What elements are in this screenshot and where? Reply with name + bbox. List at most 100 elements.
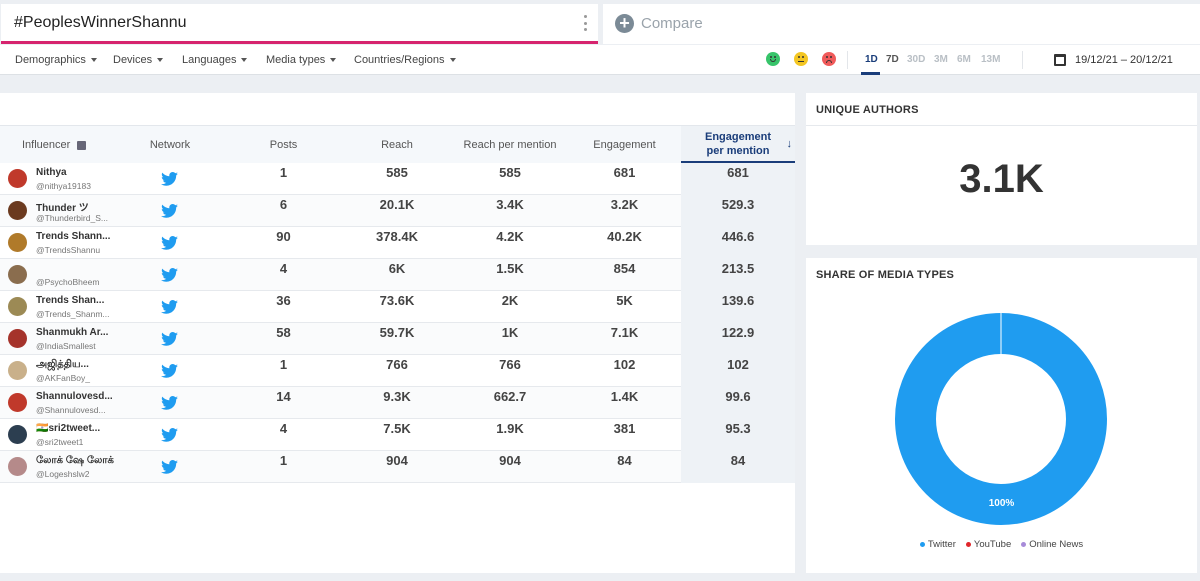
table-row[interactable]: Shannulovesd... @Shannulovesd... 14 9.3K 662… — [0, 387, 795, 419]
filter-languages[interactable]: Languages — [182, 54, 248, 66]
sorted-column-bg — [681, 163, 795, 195]
column-header-reach[interactable]: Reach — [381, 139, 413, 151]
reach-cell: 20.1K — [379, 197, 415, 212]
column-header-network[interactable]: Network — [149, 139, 191, 151]
influencer-handle[interactable]: @TrendsShannu — [36, 245, 101, 255]
table-row[interactable]: Trends Shann... @TrendsShannu 90 378.4K 4.2K… — [0, 227, 795, 259]
influencer-name[interactable]: லோக் ஷே லோக் — [36, 455, 114, 466]
compare-label[interactable]: Compare — [641, 15, 703, 32]
range-7d[interactable]: 7D — [886, 54, 899, 65]
avatar[interactable] — [8, 265, 27, 284]
influencer-handle[interactable]: @PsychoBheem — [36, 277, 100, 287]
table-header: Influencer Network Posts Reach Reach per… — [0, 125, 795, 164]
reach-cell: 7.5K — [383, 421, 411, 436]
reach-per-mention-cell: 2K — [501, 293, 519, 308]
influencer-name[interactable]: அஜித்திய... — [36, 359, 89, 370]
engagement-cell: 854 — [613, 261, 636, 276]
influencer-name[interactable]: Trends Shan... — [36, 295, 105, 306]
influencer-name[interactable]: Thunder ツ — [36, 203, 89, 214]
influencer-handle[interactable]: @Shannulovesd... — [36, 405, 106, 415]
influencer-name[interactable]: Trends Shann... — [36, 231, 111, 242]
query-text[interactable]: #PeoplesWinnerShannu — [14, 14, 187, 31]
legend-item-online-news[interactable]: Online News — [1021, 539, 1083, 550]
avatar[interactable] — [8, 169, 27, 188]
posts-cell: 14 — [276, 389, 291, 404]
posts-cell: 1 — [279, 453, 288, 468]
neutral-sentiment-icon[interactable] — [794, 52, 808, 66]
engagement-per-mention-cell: 95.3 — [725, 421, 751, 436]
range-30d[interactable]: 30D — [907, 54, 926, 65]
influencer-handle[interactable]: @Logeshslw2 — [36, 469, 90, 479]
influencer-handle[interactable]: @sri2tweet1 — [36, 437, 84, 447]
table-row[interactable]: Trends Shan... @Trends_Shanm... 36 73.6K 2K 5… — [0, 291, 795, 323]
sort-descending-icon[interactable]: ↓ — [786, 138, 793, 150]
influencer-name[interactable]: Nithya — [36, 167, 67, 178]
avatar[interactable] — [8, 361, 27, 380]
range-1d[interactable]: 1D — [865, 54, 878, 65]
legend-item-twitter[interactable]: Twitter — [919, 539, 956, 550]
influencer-name[interactable]: Shanmukh Ar... — [36, 327, 109, 338]
caret-down-icon — [330, 58, 337, 63]
influencer-name[interactable]: Shannulovesd... — [36, 391, 113, 402]
engagement-cell: 5K — [616, 293, 633, 308]
column-header-engagement-per-mention[interactable]: Engagement per mention ↓ — [681, 126, 795, 164]
add-icon[interactable]: + — [615, 14, 634, 33]
table-row[interactable]: 🇮🇳sri2tweet... @sri2tweet1 4 7.5K 1.9K 381 95.… — [0, 419, 795, 451]
sorted-column-bg — [681, 259, 795, 291]
avatar[interactable] — [8, 297, 27, 316]
positive-sentiment-icon[interactable] — [766, 52, 780, 66]
column-header-engagement[interactable]: Engagement — [593, 139, 656, 151]
influencer-handle[interactable]: @Thunderbird_S... — [36, 213, 108, 223]
table-row[interactable]: லோக் ஷே லோக் @Logeshslw2 1 904 904 84 84 — [0, 451, 795, 483]
donut-slice-twitter[interactable] — [895, 313, 1107, 525]
filter-label: Demographics — [15, 54, 86, 66]
influencer-handle[interactable]: @nithya19183 — [36, 181, 91, 191]
column-header-label: Influencer — [22, 139, 71, 151]
export-icon[interactable] — [77, 140, 87, 150]
unique-authors-value: 3.1K — [959, 157, 1044, 201]
table-body: Nithya @nithya19183 1 585 585 681 681 Thunder ツ… — [0, 163, 795, 483]
filter-devices[interactable]: Devices — [113, 54, 164, 66]
column-header-posts[interactable]: Posts — [269, 139, 298, 151]
reach-cell: 585 — [386, 165, 408, 180]
calendar-icon[interactable] — [1054, 54, 1066, 66]
filter-countries-regions[interactable]: Countries/Regions — [354, 54, 456, 66]
avatar[interactable] — [8, 233, 27, 252]
range-3m[interactable]: 3M — [934, 54, 948, 65]
range-13m[interactable]: 13M — [981, 54, 1001, 65]
table-row[interactable]: Shanmukh Ar... @IndiaSmallest 58 59.7K 1K 7.1… — [0, 323, 795, 355]
avatar[interactable] — [8, 201, 27, 220]
negative-sentiment-icon[interactable] — [822, 52, 836, 66]
query-box[interactable]: #PeoplesWinnerShannu — [1, 4, 598, 44]
filter-media-types[interactable]: Media types — [266, 54, 337, 66]
table-row[interactable]: Nithya @nithya19183 1 585 585 681 681 — [0, 163, 795, 195]
reach-per-mention-cell: 904 — [499, 453, 521, 468]
influencer-name[interactable]: 🇮🇳sri2tweet... — [36, 423, 101, 434]
table-row[interactable]: Thunder ツ @Thunderbird_S... 6 20.1K 3.4K 3.2K… — [0, 195, 795, 227]
legend-item-youtube[interactable]: YouTube — [965, 539, 1011, 550]
reach-cell: 904 — [386, 453, 408, 468]
more-options-icon[interactable] — [584, 15, 588, 31]
date-range[interactable]: 19/12/21 – 20/12/21 — [1075, 54, 1173, 66]
engagement-cell: 681 — [613, 165, 636, 180]
avatar[interactable] — [8, 457, 27, 476]
table-row[interactable]: @PsychoBheem 4 6K 1.5K 854 213.5 — [0, 259, 795, 291]
range-6m[interactable]: 6M — [957, 54, 971, 65]
influencer-handle[interactable]: @IndiaSmallest — [36, 341, 96, 351]
influencer-handle[interactable]: @Trends_Shanm... — [36, 309, 110, 319]
avatar[interactable] — [8, 329, 27, 348]
media-types-donut-chart[interactable] — [890, 308, 1112, 530]
caret-down-icon — [90, 58, 97, 63]
compare-box[interactable]: + Compare — [603, 4, 1200, 44]
filter-demographics[interactable]: Demographics — [15, 54, 97, 66]
filter-label: Languages — [182, 54, 237, 66]
column-header-influencer[interactable]: Influencer — [0, 126, 115, 164]
table-row[interactable]: அஜித்திய... @AKFanBoy_ 1 766 766 102 102 — [0, 355, 795, 387]
engagement-cell: 381 — [613, 421, 636, 436]
engagement-per-mention-cell: 84 — [730, 453, 746, 468]
column-header-reach-per-mention[interactable]: Reach per mention — [463, 139, 557, 151]
unique-authors-panel: UNIQUE AUTHORS 3.1K — [806, 93, 1197, 245]
influencer-handle[interactable]: @AKFanBoy_ — [36, 373, 90, 383]
avatar[interactable] — [8, 393, 27, 412]
avatar[interactable] — [8, 425, 27, 444]
